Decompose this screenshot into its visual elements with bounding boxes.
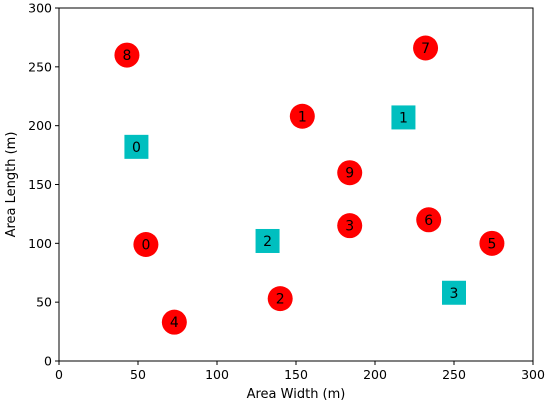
marker-label: 1 — [399, 110, 408, 126]
marker-label: 2 — [263, 234, 272, 250]
x-tick-label: 200 — [363, 367, 387, 382]
circle-marker — [337, 213, 363, 239]
x-tick-label: 0 — [55, 367, 63, 382]
marker-label: 0 — [141, 238, 150, 254]
scatter-point: 6 — [416, 207, 442, 233]
square-marker — [442, 280, 466, 305]
y-tick-label: 0 — [44, 354, 52, 369]
y-tick-label: 100 — [28, 236, 52, 251]
scatter-point: 2 — [267, 286, 293, 312]
y-tick-label: 250 — [28, 59, 52, 74]
circle-marker — [133, 232, 159, 258]
scatter-point: 5 — [479, 230, 505, 256]
marker-label: 6 — [424, 213, 433, 229]
marker-label: 5 — [487, 236, 496, 252]
marker-label: 3 — [450, 286, 459, 302]
marker-label: 8 — [122, 48, 131, 64]
x-tick-label: 150 — [284, 367, 308, 382]
circle-marker — [337, 160, 363, 186]
scatter-point: 0 — [133, 232, 159, 258]
scatter-point: 1 — [391, 105, 416, 130]
scatter-point: 3 — [337, 213, 363, 239]
circle-marker — [114, 42, 140, 68]
marker-label: 9 — [345, 166, 354, 182]
x-tick-label: 250 — [442, 367, 466, 382]
y-tick-label: 50 — [36, 295, 52, 310]
square-marker — [124, 134, 149, 159]
circle-marker — [161, 309, 187, 335]
scatter-point: 8 — [114, 42, 140, 68]
scatter-point: 4 — [161, 309, 187, 335]
marker-label: 1 — [298, 109, 307, 125]
y-tick-label: 200 — [28, 118, 52, 133]
square-marker — [391, 105, 416, 130]
y-tick-label: 300 — [28, 1, 52, 16]
marker-label: 7 — [421, 41, 430, 57]
marker-layer: 0 1 2 3 4 5 6 7 8 9 0 1 2 3 — [114, 35, 505, 335]
scatter-point: 9 — [337, 160, 363, 186]
circle-marker — [413, 35, 439, 61]
marker-label: 2 — [276, 292, 285, 308]
x-tick-label: 100 — [205, 367, 229, 382]
x-tick-label: 50 — [130, 367, 146, 382]
scatter-point: 0 — [124, 134, 149, 159]
marker-label: 0 — [132, 140, 141, 156]
x-tick-label: 300 — [521, 367, 545, 382]
marker-label: 4 — [170, 315, 179, 331]
x-axis-label: Area Width (m) — [247, 387, 346, 402]
circle-marker — [289, 103, 315, 129]
scatter-point: 1 — [289, 103, 315, 129]
circle-marker — [479, 230, 505, 256]
scatter-point: 7 — [413, 35, 439, 61]
square-marker — [255, 228, 280, 253]
circle-marker — [416, 207, 442, 233]
scatter-point: 2 — [255, 228, 280, 253]
scatter-point: 3 — [442, 280, 466, 305]
circle-marker — [267, 286, 293, 312]
y-axis-label: Area Length (m) — [4, 132, 19, 238]
marker-label: 3 — [345, 219, 354, 235]
y-tick-label: 150 — [28, 177, 52, 192]
